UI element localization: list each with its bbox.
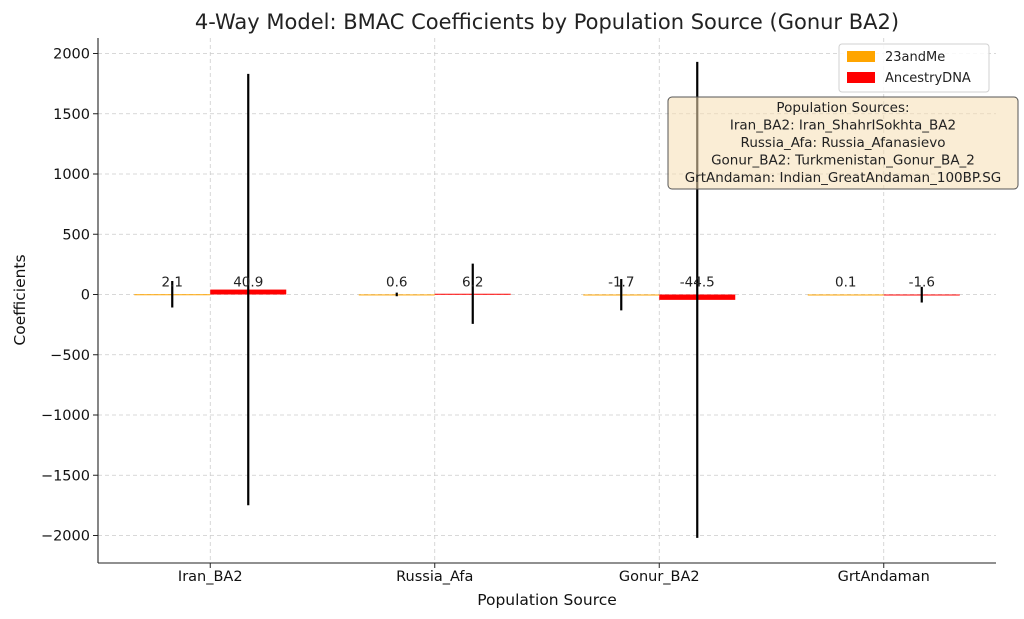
y-tick-label: 2000: [53, 47, 90, 63]
x-tick-label: Iran_BA2: [178, 569, 243, 585]
legend-swatch: [847, 51, 875, 62]
bar-value-label: 6.2: [462, 275, 483, 291]
y-tick-label: −1500: [41, 468, 90, 484]
bar-value-labels: 2.1 0.6 -1.7 0.1 40.9 6.2 -44.5 -1.6: [162, 275, 935, 291]
bar-value-label: 0.1: [835, 275, 856, 291]
note-line: Iran_BA2: Iran_ShahrISokhta_BA2: [730, 118, 956, 134]
note-line: GrtAndaman: Indian_GreatAndaman_100BP.SG: [685, 170, 1002, 186]
note-line: Russia_Afa: Russia_Afanasievo: [741, 135, 946, 151]
y-tick-label: 1500: [53, 107, 90, 123]
note-line: Population Sources:: [776, 100, 909, 116]
x-tick-label: Gonur_BA2: [619, 569, 700, 585]
legend-box: [838, 43, 990, 93]
axes: −2000 −1500 −1000 −500 0 500 1000 1500 2000 Iran_…: [41, 38, 996, 585]
chart-title: 4-Way Model: BMAC Coefficients by Popula…: [195, 10, 899, 34]
legend: 23andMe AncestryDNA: [838, 43, 990, 93]
y-axis-label: Coefficients: [11, 254, 29, 345]
y-tick-label: −2000: [41, 529, 90, 545]
note-line: Gonur_BA2: Turkmenistan_Gonur_BA_2: [711, 153, 975, 169]
y-tick-label: −1000: [41, 408, 90, 424]
y-tick-label: 0: [81, 288, 90, 304]
note-box: [667, 96, 1019, 190]
legend-label: 23andMe: [885, 50, 945, 65]
y-tick-label: 500: [62, 227, 90, 243]
bar-value-label: -44.5: [680, 275, 715, 291]
y-tick-label: −500: [50, 348, 90, 364]
bar-value-label: -1.6: [909, 275, 935, 291]
bar-value-label: 0.6: [386, 275, 407, 291]
bar-value-label: 2.1: [162, 275, 183, 291]
legend-label: AncestryDNA: [885, 71, 971, 86]
x-tick-label: Russia_Afa: [396, 569, 473, 585]
y-tick-label: 1000: [53, 167, 90, 183]
bar-value-label: -1.7: [608, 275, 634, 291]
bar-value-label: 40.9: [233, 275, 263, 291]
x-axis-label: Population Source: [477, 591, 617, 609]
population-sources-note: Population Sources: Iran_BA2: Iran_ShahrI…: [667, 96, 1019, 190]
x-tick-label: GrtAndaman: [838, 569, 930, 585]
legend-swatch: [847, 72, 875, 83]
bar-23andMe-GrtAndaman: [807, 294, 884, 296]
